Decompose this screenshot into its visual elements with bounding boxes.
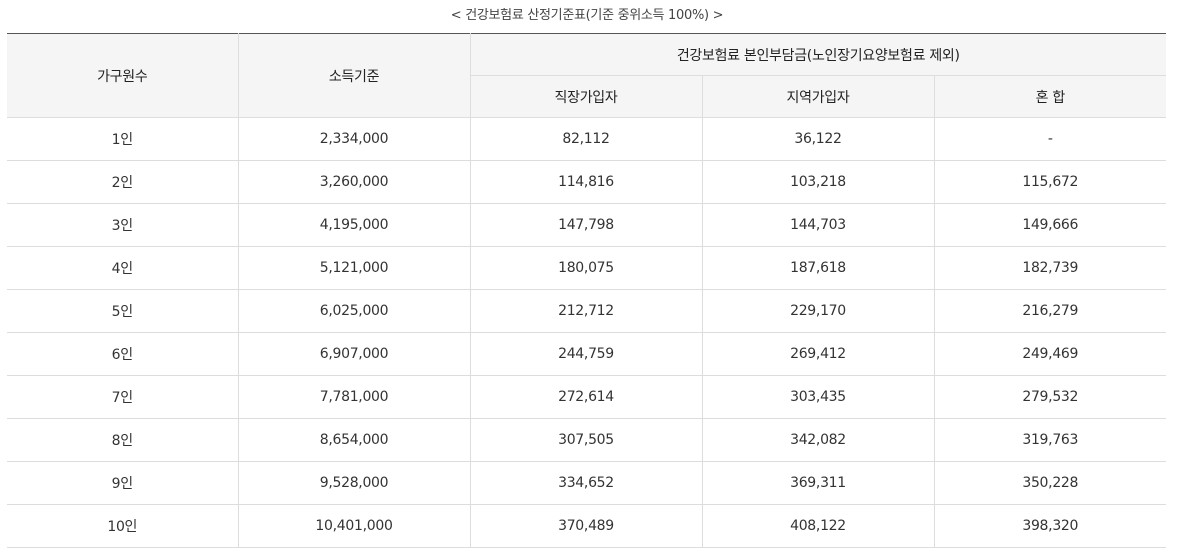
cell-employee: 244,759 [470,332,703,376]
cell-mixed: 115,672 [934,160,1166,204]
table-row: 3인 4,195,000 147,798 144,703 149,666 [7,203,1166,247]
cell-mixed: 249,469 [934,332,1166,376]
cell-income: 3,260,000 [238,160,471,204]
cell-mixed: 216,279 [934,289,1166,333]
cell-regional: 229,170 [702,289,935,333]
header-household: 가구원수 [7,33,239,118]
cell-employee: 307,505 [470,418,703,462]
cell-household: 9인 [7,461,239,505]
cell-household: 6인 [7,332,239,376]
cell-income: 2,334,000 [238,117,471,161]
table-row: 6인 6,907,000 244,759 269,412 249,469 [7,332,1166,376]
cell-mixed: 319,763 [934,418,1166,462]
table-row: 9인 9,528,000 334,652 369,311 350,228 [7,461,1166,505]
cell-employee: 212,712 [470,289,703,333]
cell-regional: 103,218 [702,160,935,204]
cell-mixed: 149,666 [934,203,1166,247]
cell-income: 6,025,000 [238,289,471,333]
cell-income: 4,195,000 [238,203,471,247]
cell-employee: 180,075 [470,246,703,290]
table-row: 4인 5,121,000 180,075 187,618 182,739 [7,246,1166,290]
cell-income: 7,781,000 [238,375,471,419]
cell-employee: 82,112 [470,117,703,161]
cell-mixed: 279,532 [934,375,1166,419]
cell-household: 1인 [7,117,239,161]
header-income: 소득기준 [238,33,471,118]
cell-regional: 36,122 [702,117,935,161]
table-row: 10인 10,401,000 370,489 408,122 398,320 [7,504,1166,548]
cell-regional: 303,435 [702,375,935,419]
cell-mixed: 350,228 [934,461,1166,505]
cell-income: 9,528,000 [238,461,471,505]
cell-household: 3인 [7,203,239,247]
cell-regional: 144,703 [702,203,935,247]
header-employee: 직장가입자 [470,75,703,118]
table-row: 2인 3,260,000 114,816 103,218 115,672 [7,160,1166,204]
cell-household: 2인 [7,160,239,204]
cell-mixed: - [934,117,1166,161]
cell-household: 4인 [7,246,239,290]
cell-employee: 334,652 [470,461,703,505]
table-body: 1인 2,334,000 82,112 36,122-2인 3,260,000 114,8… [7,117,1166,548]
cell-employee: 147,798 [470,203,703,247]
cell-employee: 114,816 [470,160,703,204]
table-row: 5인 6,025,000 212,712 229,170 216,279 [7,289,1166,333]
cell-regional: 369,311 [702,461,935,505]
table-row: 1인 2,334,000 82,112 36,122- [7,117,1166,161]
cell-income: 5,121,000 [238,246,471,290]
header-regional: 지역가입자 [702,75,935,118]
cell-employee: 272,614 [470,375,703,419]
cell-income: 8,654,000 [238,418,471,462]
cell-regional: 269,412 [702,332,935,376]
header-premium-group: 건강보험료 본인부담금(노인장기요양보험료 제외) [470,33,1166,76]
table-row: 7인 7,781,000 272,614 303,435 279,532 [7,375,1166,419]
cell-regional: 408,122 [702,504,935,548]
cell-income: 6,907,000 [238,332,471,376]
table-caption: < 건강보험료 산정기준표(기준 중위소득 100%) > [450,8,724,23]
cell-mixed: 182,739 [934,246,1166,290]
cell-household: 5인 [7,289,239,333]
table-row: 8인 8,654,000 307,505 342,082 319,763 [7,418,1166,462]
cell-income: 10,401,000 [238,504,471,548]
cell-regional: 187,618 [702,246,935,290]
cell-regional: 342,082 [702,418,935,462]
cell-mixed: 398,320 [934,504,1166,548]
cell-household: 10인 [7,504,239,548]
header-mixed: 혼 합 [934,75,1166,118]
premium-standard-table: 가구원수 소득기준 건강보험료 본인부담금(노인장기요양보험료 제외) 직장가입… [7,33,1166,548]
cell-household: 8인 [7,418,239,462]
cell-employee: 370,489 [470,504,703,548]
cell-household: 7인 [7,375,239,419]
